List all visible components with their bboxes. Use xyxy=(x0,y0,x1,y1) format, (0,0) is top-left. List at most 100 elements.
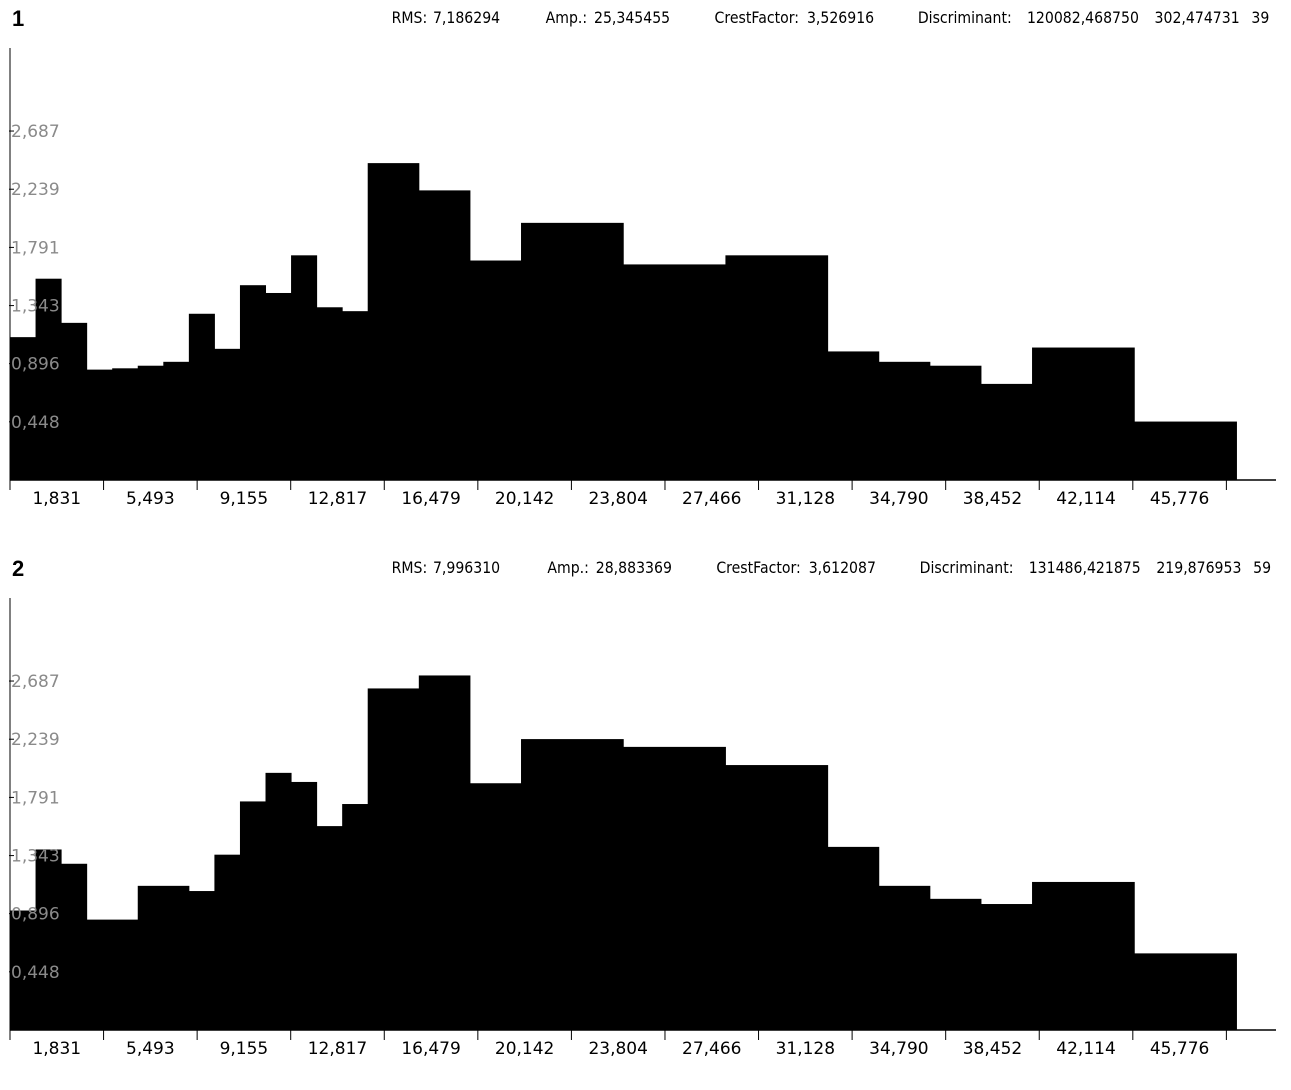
y-tick-label: 2,687 xyxy=(11,122,60,142)
amp-value: 28,883369 xyxy=(595,558,672,577)
x-tick-label: 23,804 xyxy=(588,1039,647,1059)
x-tick-label: 5,493 xyxy=(126,489,175,509)
y-tick-label: 0,448 xyxy=(11,413,60,433)
discriminant-value-1: 120082,468750 xyxy=(1026,8,1139,27)
histogram-bar xyxy=(265,772,292,1030)
histogram-bar xyxy=(112,368,139,480)
histogram-bar xyxy=(929,365,982,480)
panel-index-label: 1 xyxy=(12,6,25,31)
rms-label: RMS: xyxy=(391,558,428,577)
discriminant-value-2: 302,474731 xyxy=(1154,8,1240,27)
histogram-panel-2: 2 RMS: 7,996310 Amp.: 28,883369 CrestFac… xyxy=(0,550,1291,1090)
histogram-bar xyxy=(316,826,343,1030)
histogram-bar xyxy=(521,222,624,480)
histogram-bar xyxy=(827,351,880,480)
histogram-bar xyxy=(239,801,267,1030)
histogram-bar xyxy=(35,849,62,1030)
histogram-bar xyxy=(265,292,292,480)
crest-factor-value: 3,526916 xyxy=(806,8,875,27)
histogram-bar xyxy=(342,311,369,480)
amp-label: Amp.: xyxy=(545,8,588,27)
x-tick-label: 27,466 xyxy=(682,1039,741,1059)
histogram-bar xyxy=(980,904,1033,1030)
rms-value: 7,186294 xyxy=(432,8,501,27)
x-tick-label: 38,452 xyxy=(963,489,1022,509)
stats-bar: RMS: 7,996310 Amp.: 28,883369 CrestFacto… xyxy=(0,558,1271,582)
y-tick-label: 1,791 xyxy=(11,788,60,808)
histogram-plot: 2,687 2,239 1,791 1,343 0,896 0,448 1,831 5,493… xyxy=(9,48,1276,509)
x-tick-label: 16,479 xyxy=(401,489,460,509)
y-tick-label: 0,896 xyxy=(11,905,60,925)
histogram-panel-1: 1 RMS: 7,186294 Amp.: 25,345455 CrestFac… xyxy=(0,0,1291,540)
histogram-bar xyxy=(86,369,113,480)
histogram-bar xyxy=(188,313,215,480)
histogram-bar xyxy=(878,361,931,480)
histogram-bar xyxy=(137,885,190,1030)
crest-factor-value: 3,612087 xyxy=(808,558,876,577)
histogram-bar xyxy=(623,264,726,480)
histogram-bar xyxy=(878,885,931,1030)
histogram-bar xyxy=(827,846,880,1030)
histogram-bar xyxy=(214,854,241,1030)
x-tick-label: 1,831 xyxy=(32,1039,81,1059)
histogram-bar xyxy=(10,910,37,1030)
y-tick-label: 0,448 xyxy=(11,963,60,983)
x-tick-label: 5,493 xyxy=(126,1039,175,1059)
histogram-bar xyxy=(1134,953,1237,1030)
y-tick-label: 1,343 xyxy=(11,847,60,867)
histogram-bar xyxy=(137,365,164,480)
histogram-bar xyxy=(367,163,420,480)
x-tick-label: 20,142 xyxy=(495,1039,554,1059)
histogram-bar xyxy=(291,781,318,1030)
discriminant-label: Discriminant: xyxy=(919,558,1014,577)
discriminant-value-3: 59 xyxy=(1253,558,1272,577)
histogram-bar xyxy=(188,891,215,1030)
histogram-bar xyxy=(61,863,88,1030)
crest-factor-label: CrestFactor: xyxy=(716,558,801,577)
y-tick-label: 1,343 xyxy=(11,297,60,317)
x-tick-label: 23,804 xyxy=(588,489,647,509)
histogram-bar xyxy=(469,260,522,480)
histogram-bar xyxy=(1134,421,1237,480)
histogram-bar xyxy=(61,322,88,480)
histogram-bar xyxy=(86,919,139,1030)
x-tick-label: 9,155 xyxy=(220,1039,269,1059)
histogram-bar xyxy=(929,898,982,1030)
histogram-bar xyxy=(623,746,726,1030)
y-tick-label: 2,687 xyxy=(11,672,60,692)
x-tick-label: 12,817 xyxy=(308,1039,367,1059)
amp-label: Amp.: xyxy=(547,558,589,577)
x-tick-label: 45,776 xyxy=(1150,489,1209,509)
rms-value: 7,996310 xyxy=(432,558,501,577)
x-tick-label: 16,479 xyxy=(401,1039,460,1059)
histogram-bar xyxy=(980,383,1033,480)
discriminant-value-2: 219,876953 xyxy=(1156,558,1242,577)
x-tick-label: 42,114 xyxy=(1056,489,1115,509)
histogram-bar xyxy=(342,804,369,1030)
x-tick-label: 42,114 xyxy=(1056,1039,1115,1059)
histogram-bar xyxy=(291,255,318,480)
rms-label: RMS: xyxy=(391,8,428,27)
x-tick-label: 9,155 xyxy=(220,489,269,509)
y-tick-label: 2,239 xyxy=(11,180,60,200)
histogram-bar xyxy=(418,190,471,480)
histogram-bar xyxy=(521,739,624,1030)
x-tick-label: 31,128 xyxy=(776,489,835,509)
x-tick-label: 20,142 xyxy=(495,489,554,509)
crest-factor-label: CrestFactor: xyxy=(714,8,799,27)
histogram-bar xyxy=(316,307,343,480)
stats-bar: RMS: 7,186294 Amp.: 25,345455 CrestFacto… xyxy=(0,8,1270,32)
x-tick-label: 38,452 xyxy=(963,1039,1022,1059)
x-tick-label: 27,466 xyxy=(682,489,741,509)
amp-value: 25,345455 xyxy=(594,8,671,27)
histogram-bar xyxy=(1032,881,1135,1030)
histogram-bar xyxy=(469,783,522,1030)
histogram-bar xyxy=(163,361,190,480)
y-tick-label: 1,791 xyxy=(11,238,60,258)
x-tick-label: 12,817 xyxy=(308,489,367,509)
x-tick-label: 34,790 xyxy=(869,1039,928,1059)
histogram-bar xyxy=(725,255,829,480)
histogram-bar xyxy=(214,348,241,480)
histogram-bar xyxy=(367,688,420,1030)
y-tick-label: 2,239 xyxy=(11,730,60,750)
